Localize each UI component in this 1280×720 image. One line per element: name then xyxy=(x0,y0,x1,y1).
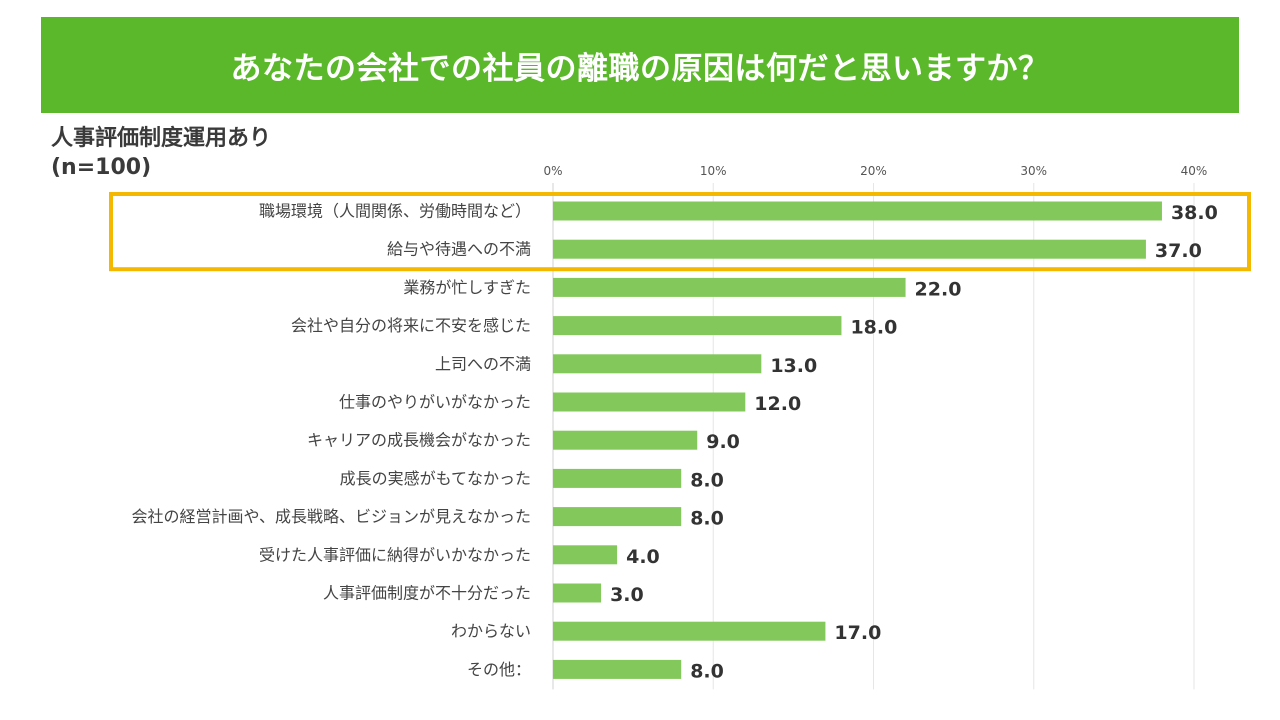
data-label: 9.0 xyxy=(706,431,740,453)
data-label: 17.0 xyxy=(834,622,881,644)
x-tick-label: 30% xyxy=(1020,164,1047,178)
data-label: 37.0 xyxy=(1155,240,1202,262)
data-label: 12.0 xyxy=(754,393,801,415)
data-label: 8.0 xyxy=(690,469,724,491)
bar xyxy=(553,545,618,565)
category-label: その他： xyxy=(467,660,531,679)
data-label: 4.0 xyxy=(626,546,660,568)
bar xyxy=(553,583,602,603)
segment-label: 人事評価制度運用あり (n=100) xyxy=(51,124,271,182)
data-label: 3.0 xyxy=(610,584,644,606)
category-label: キャリアの成長機会がなかった xyxy=(307,431,531,450)
category-label: 給与や待遇への不満 xyxy=(387,240,531,259)
category-label: 職場環境（人間関係、労働時間など） xyxy=(259,202,531,221)
bar xyxy=(553,239,1146,259)
category-label: 成長の実感がもてなかった xyxy=(340,469,531,488)
category-label: 上司への不満 xyxy=(435,354,531,373)
data-label: 8.0 xyxy=(690,660,724,682)
bar xyxy=(553,468,682,488)
bar xyxy=(553,507,682,527)
category-label: 仕事のやりがいがなかった xyxy=(339,393,531,412)
x-tick-label: 10% xyxy=(700,164,727,178)
bar xyxy=(553,316,842,336)
bar xyxy=(553,659,682,679)
data-label: 38.0 xyxy=(1171,202,1218,224)
category-label: 業務が忙しすぎた xyxy=(403,278,531,297)
x-tick-label: 20% xyxy=(860,164,887,178)
data-label: 22.0 xyxy=(915,278,962,300)
bar xyxy=(553,392,746,412)
highlight-box xyxy=(109,192,1251,272)
sample-size: (n=100) xyxy=(51,155,152,180)
category-label: 会社の経営計画や、成長戦略、ビジョンが見えなかった xyxy=(131,507,531,526)
category-label: わからない xyxy=(451,622,531,641)
bar xyxy=(553,354,762,374)
data-label: 13.0 xyxy=(770,355,817,377)
bar xyxy=(553,201,1162,221)
data-label: 18.0 xyxy=(850,317,897,339)
chart-title: あなたの会社での社員の離職の原因は何だと思いますか？ xyxy=(230,50,1050,87)
bar xyxy=(553,621,826,641)
bar xyxy=(553,277,906,297)
category-label: 会社や自分の将来に不安を感じた xyxy=(291,316,531,335)
x-tick-label: 40% xyxy=(1181,164,1208,178)
data-label: 8.0 xyxy=(690,508,724,530)
category-label: 受けた人事評価に納得がいかなかった xyxy=(259,545,531,564)
x-tick-label: 0% xyxy=(543,164,562,178)
segment-name: 人事評価制度運用あり xyxy=(51,126,272,151)
header-banner: あなたの会社での社員の離職の原因は何だと思いますか？ xyxy=(41,17,1239,113)
category-label: 人事評価制度が不十分だった xyxy=(323,584,531,603)
bar xyxy=(553,430,698,450)
